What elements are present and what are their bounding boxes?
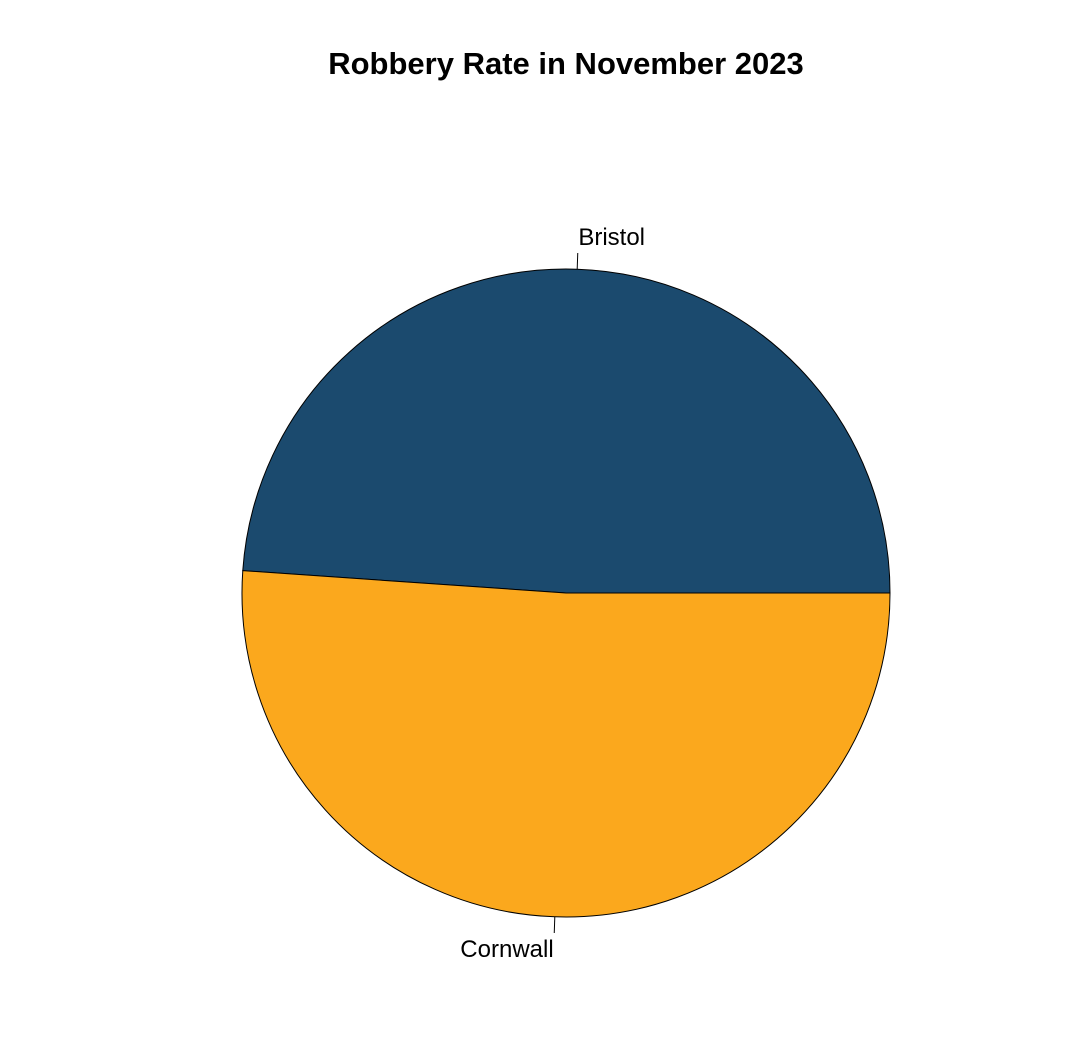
- pie-labels: Bristol Cornwall: [460, 224, 645, 963]
- slice-label-bristol: Bristol: [578, 224, 645, 251]
- pie-slices: [241, 268, 891, 918]
- label-tick-cornwall: [553, 916, 556, 934]
- pie-slice-cornwall: [241, 570, 891, 918]
- pie-slice-bristol: [242, 268, 891, 594]
- chart-title: Robbery Rate in November 2023: [328, 46, 804, 81]
- slice-label-cornwall: Cornwall: [460, 936, 553, 963]
- label-tick-bristol: [576, 252, 579, 270]
